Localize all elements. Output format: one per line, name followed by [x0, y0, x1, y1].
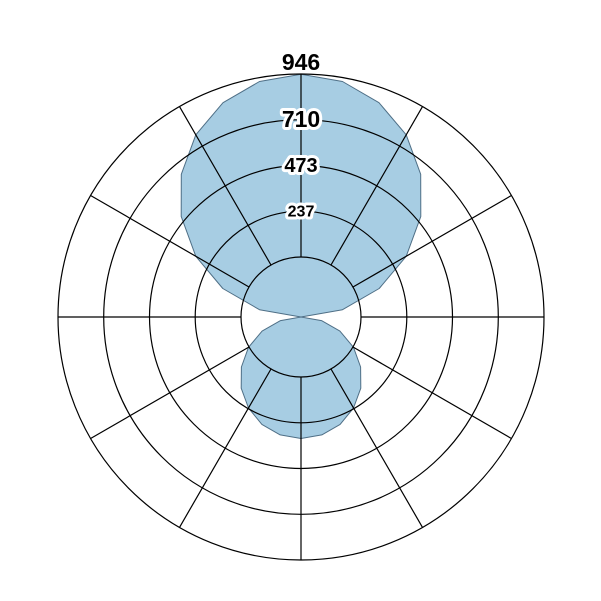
- tick-label-2: 710: [282, 106, 320, 132]
- tick-label-0: 237: [288, 203, 315, 220]
- grid-spoke-210: [178, 368, 272, 528]
- grid-spoke-30: [330, 106, 424, 266]
- tick-label-1: 473: [284, 155, 317, 177]
- grid-spoke-60: [352, 194, 512, 288]
- grid-spoke-300: [90, 194, 250, 288]
- grid-spoke-120: [352, 346, 512, 440]
- grid-spoke-240: [90, 346, 250, 440]
- grid-spoke-330: [178, 106, 272, 266]
- tick-label-3: 946: [282, 49, 320, 75]
- grid-spoke-150: [330, 368, 424, 528]
- tick-label-layer: 237 473 710 946: [279, 46, 323, 223]
- grid-layer: [57, 73, 545, 561]
